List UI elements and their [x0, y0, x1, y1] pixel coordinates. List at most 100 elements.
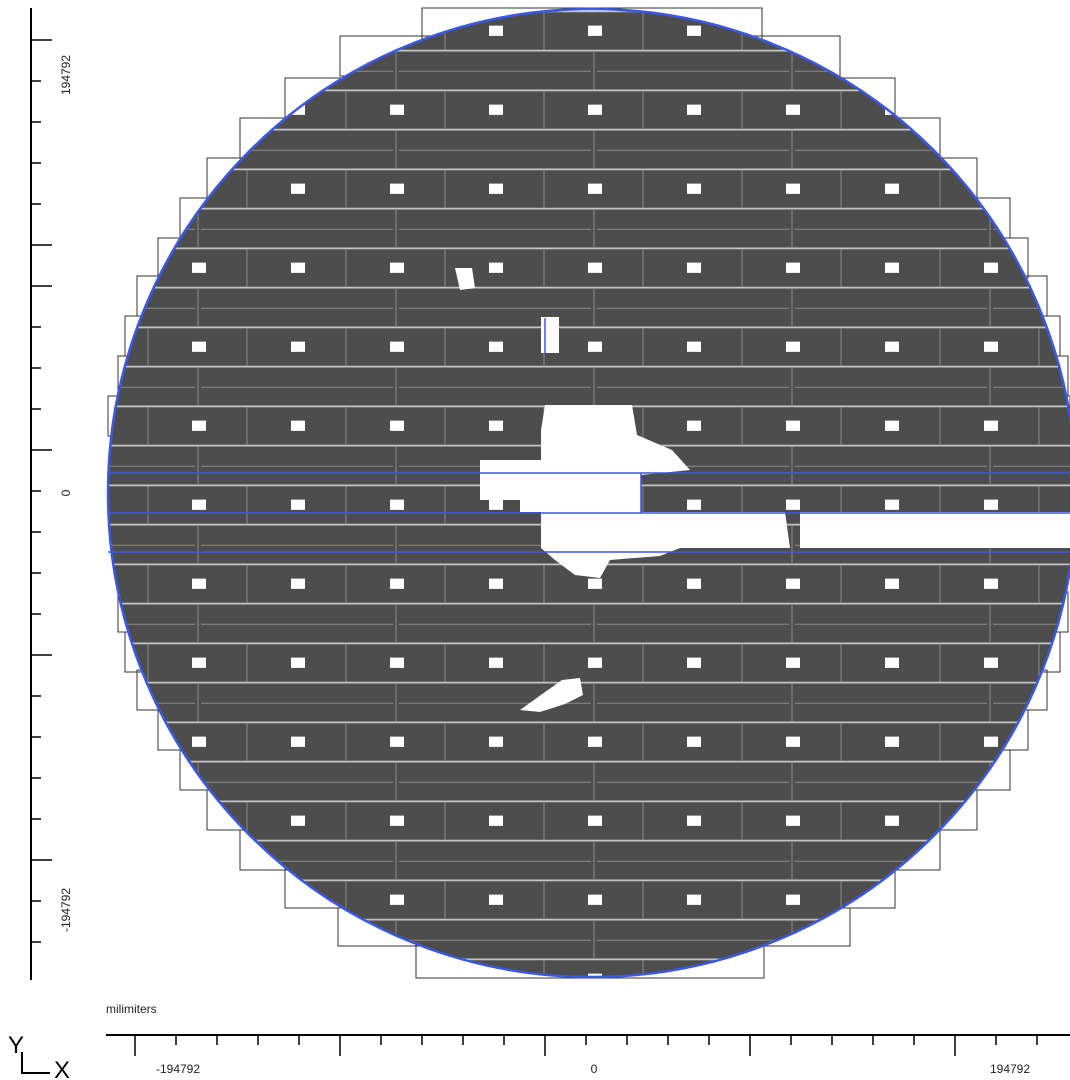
- die: [345, 643, 446, 683]
- x-axis-ticks: [134, 1035, 1038, 1056]
- die: [593, 604, 793, 643]
- center-void: [480, 405, 790, 578]
- die: [791, 762, 991, 801]
- die-pad: [390, 25, 404, 36]
- die-pad: [786, 183, 800, 194]
- die: [108, 564, 149, 604]
- die-pad: [390, 262, 404, 273]
- die-pad: [588, 25, 602, 36]
- die-pad: [687, 973, 701, 977]
- die-pad: [885, 736, 899, 747]
- die-pad: [984, 499, 998, 510]
- y-tick-label: 0: [59, 489, 73, 496]
- die: [741, 11, 842, 51]
- die-pad: [192, 815, 206, 826]
- die-pad: [687, 815, 701, 826]
- die-pad: [489, 499, 503, 510]
- die-pad: [885, 420, 899, 431]
- die-pad: [984, 183, 998, 194]
- die-pad: [291, 499, 305, 510]
- die-pad: [984, 341, 998, 352]
- die-pad: [786, 815, 800, 826]
- die: [593, 209, 793, 248]
- die-pad: [93, 579, 107, 589]
- die: [395, 604, 595, 643]
- die: [791, 288, 991, 327]
- die-pad: [93, 421, 107, 431]
- die-pad: [291, 420, 305, 431]
- die: [395, 288, 595, 327]
- die: [593, 130, 793, 169]
- die-pad: [786, 262, 800, 273]
- x-axis: -194792 0 194792: [106, 1034, 1070, 1076]
- die-pad: [687, 499, 701, 510]
- die: [989, 762, 1070, 801]
- die-pad: [390, 657, 404, 668]
- die: [197, 762, 397, 801]
- die-pad: [786, 657, 800, 668]
- die: [543, 959, 644, 977]
- die-pad: [885, 183, 899, 194]
- die-pad: [786, 578, 800, 589]
- die: [108, 446, 199, 485]
- die: [197, 446, 397, 485]
- die: [989, 683, 1070, 722]
- die: [543, 248, 644, 288]
- die: [939, 169, 1040, 209]
- die-pad: [588, 815, 602, 826]
- die-pad: [291, 736, 305, 747]
- die-pad: [588, 736, 602, 747]
- die: [1038, 406, 1070, 446]
- die-pad: [489, 262, 503, 273]
- die-pad: [192, 499, 206, 510]
- die-pad: [885, 341, 899, 352]
- lower-void: [520, 678, 583, 712]
- die-pad: [93, 342, 107, 352]
- y-axis-ticks: [31, 39, 52, 943]
- x-axis-letter: X: [54, 1057, 70, 1080]
- die: [108, 327, 149, 367]
- axis-orientation-glyph: Y X: [8, 1032, 70, 1080]
- x-tick-label: 194792: [990, 1062, 1030, 1076]
- die-pad: [786, 341, 800, 352]
- die: [989, 288, 1070, 327]
- die-pad: [687, 262, 701, 273]
- die-pad: [786, 499, 800, 510]
- die-pad: [489, 973, 503, 977]
- die-pad: [192, 657, 206, 668]
- die-pad: [786, 736, 800, 747]
- y-tick-label: 194792: [59, 55, 73, 95]
- die: [147, 801, 248, 841]
- die-pad: [291, 183, 305, 194]
- die-pad: [588, 894, 602, 905]
- die-pad: [687, 420, 701, 431]
- die: [791, 920, 991, 959]
- die: [197, 367, 397, 406]
- die-pad: [192, 578, 206, 589]
- die-pad: [984, 420, 998, 431]
- die: [197, 51, 397, 90]
- die-pad: [192, 815, 206, 826]
- die-pad: [984, 815, 998, 826]
- die-pad: [588, 104, 602, 115]
- die-pad: [390, 183, 404, 194]
- die-pad: [885, 815, 899, 826]
- die: [345, 11, 446, 51]
- die: [197, 920, 397, 959]
- die-pad: [291, 815, 305, 826]
- die-pad: [687, 341, 701, 352]
- die-pad: [489, 815, 503, 826]
- die-pad: [687, 578, 701, 589]
- die: [593, 841, 793, 880]
- die-pad: [390, 420, 404, 431]
- die: [395, 762, 595, 801]
- die-pad: [786, 25, 800, 36]
- die-pad: [687, 183, 701, 194]
- die-pad: [687, 894, 701, 905]
- die: [791, 367, 991, 406]
- die-pad: [786, 894, 800, 905]
- die-pad: [588, 973, 602, 977]
- die-pad: [291, 578, 305, 589]
- die-pad: [885, 657, 899, 668]
